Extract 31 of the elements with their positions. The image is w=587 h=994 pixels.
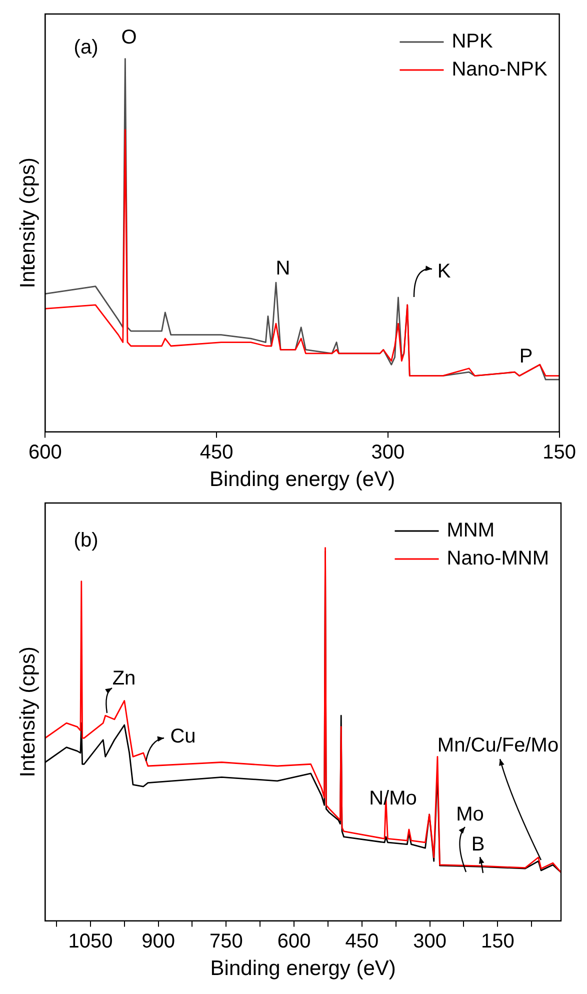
text: O	[121, 26, 137, 49]
legend-label: MNM	[446, 520, 495, 542]
x-tick-label: 1050	[68, 930, 113, 952]
annotation: Cu	[170, 726, 196, 748]
text: (a)	[74, 36, 98, 59]
annotation: (b)	[74, 530, 98, 552]
annotation: K	[437, 260, 452, 283]
x-tick-label: 450	[200, 441, 234, 464]
annotation: Mn/Cu/Fe/Mo	[437, 734, 559, 757]
x-tick-label: 150	[542, 441, 576, 464]
x-tick-label: 300	[371, 441, 405, 464]
x-axis-title: Binding energy (eV)	[210, 957, 396, 980]
x-tick-label: 450	[345, 930, 379, 952]
x-tick-label: 600	[28, 441, 62, 464]
annotation: Mo	[456, 804, 484, 826]
annotation: N	[276, 258, 290, 280]
legend-label: Nano-MNM	[446, 548, 550, 570]
annotation: B	[471, 834, 485, 856]
x-tick-label: 600	[277, 930, 311, 952]
y-axis-title: Intensity (cps)	[16, 158, 40, 288]
annotation: N/Mo	[369, 788, 417, 810]
annotation: P	[519, 346, 533, 368]
legend-label: Nano-NPK	[452, 58, 548, 81]
x-tick-label: 150	[480, 930, 514, 952]
x-tick-label: 750	[209, 930, 243, 952]
x-axis-title: Binding energy (eV)	[209, 468, 396, 492]
x-tick-label: 300	[413, 930, 446, 952]
annotation: Zn	[112, 668, 136, 690]
x-tick-label: 900	[142, 930, 175, 952]
y-axis-title: Intensity (cps)	[16, 646, 40, 778]
legend-label: NPK	[452, 30, 494, 53]
